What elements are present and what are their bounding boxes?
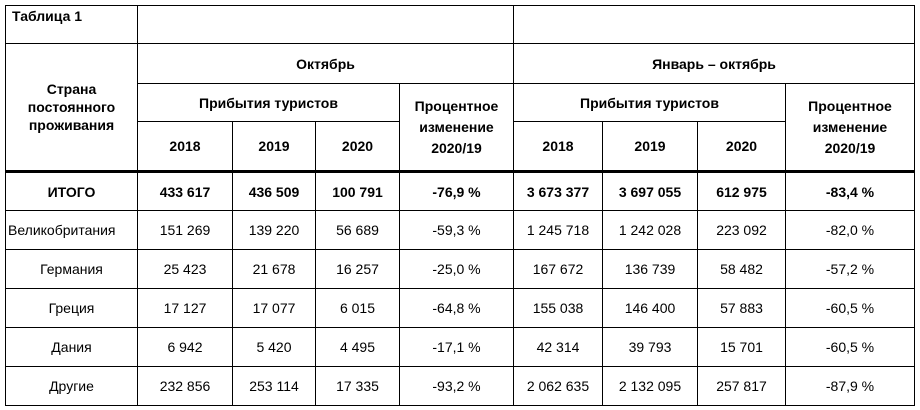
value-cell: 42 314 <box>513 327 603 367</box>
table-row: Греция 17 127 17 077 6 015 -64,8 % 155 0… <box>5 288 915 328</box>
jan-oct-header: Январь – октябрь <box>513 43 915 84</box>
value-cell: 17 077 <box>232 288 316 328</box>
value-cell: 2 062 635 <box>513 366 603 406</box>
year-header: 2020 <box>315 121 400 172</box>
pct-cell: -59,3 % <box>399 210 514 250</box>
value-cell: 21 678 <box>232 249 316 289</box>
value-cell: 136 739 <box>602 249 698 289</box>
value-cell: 3 697 055 <box>602 170 698 211</box>
value-cell: 1 245 718 <box>513 210 603 250</box>
value-cell: 57 883 <box>697 288 786 328</box>
country-header: Страна постоянного проживания <box>5 43 138 172</box>
value-cell: 612 975 <box>697 170 786 211</box>
value-cell: 6 942 <box>137 327 233 367</box>
country-cell: Германия <box>5 249 138 289</box>
value-cell: 223 092 <box>697 210 786 250</box>
value-cell: 5 420 <box>232 327 316 367</box>
pct-cell: -83,4 % <box>785 170 915 211</box>
pct-cell: -17,1 % <box>399 327 514 367</box>
value-cell: 16 257 <box>315 249 400 289</box>
value-cell: 257 817 <box>697 366 786 406</box>
value-cell: 146 400 <box>602 288 698 328</box>
value-cell: 155 038 <box>513 288 603 328</box>
pct-cell: -93,2 % <box>399 366 514 406</box>
value-cell: 3 673 377 <box>513 170 603 211</box>
tourist-arrivals-table: Таблица 1 Страна постоянного проживания … <box>5 5 915 406</box>
pct-cell: -60,5 % <box>785 288 915 328</box>
value-cell: 1 242 028 <box>602 210 698 250</box>
table-row: Великобритания 151 269 139 220 56 689 -5… <box>5 210 915 250</box>
pct-cell: -76,9 % <box>399 170 514 211</box>
pct-cell: -82,0 % <box>785 210 915 250</box>
country-cell: ИТОГО <box>5 170 138 211</box>
table-row: Другие 232 856 253 114 17 335 -93,2 % 2 … <box>5 366 915 406</box>
value-cell: 56 689 <box>315 210 400 250</box>
value-cell: 151 269 <box>137 210 233 250</box>
table-row: Дания 6 942 5 420 4 495 -17,1 % 42 314 3… <box>5 327 915 367</box>
country-cell: Греция <box>5 288 138 328</box>
value-cell: 100 791 <box>315 170 400 211</box>
value-cell: 17 127 <box>137 288 233 328</box>
year-header: 2019 <box>602 121 698 172</box>
value-cell: 436 509 <box>232 170 316 211</box>
country-cell: Великобритания <box>5 210 138 250</box>
country-cell: Другие <box>5 366 138 406</box>
year-header: 2018 <box>137 121 233 172</box>
year-header: 2019 <box>232 121 316 172</box>
value-cell: 139 220 <box>232 210 316 250</box>
value-cell: 253 114 <box>232 366 316 406</box>
value-cell: 6 015 <box>315 288 400 328</box>
year-header: 2018 <box>513 121 603 172</box>
value-cell: 167 672 <box>513 249 603 289</box>
value-cell: 17 335 <box>315 366 400 406</box>
october-arrivals-header: Прибытия туристов <box>137 83 400 122</box>
value-cell: 15 701 <box>697 327 786 367</box>
value-cell: 433 617 <box>137 170 233 211</box>
value-cell: 4 495 <box>315 327 400 367</box>
year-header: 2020 <box>697 121 786 172</box>
value-cell: 232 856 <box>137 366 233 406</box>
country-cell: Дания <box>5 327 138 367</box>
october-pct-header: Процентное изменение 2020/19 <box>399 83 514 172</box>
value-cell: 58 482 <box>697 249 786 289</box>
pct-cell: -57,2 % <box>785 249 915 289</box>
pct-cell: -87,9 % <box>785 366 915 406</box>
value-cell: 39 793 <box>602 327 698 367</box>
caption-blank-jan-oct <box>513 5 915 44</box>
table-row: Германия 25 423 21 678 16 257 -25,0 % 16… <box>5 249 915 289</box>
table-row-total: ИТОГО 433 617 436 509 100 791 -76,9 % 3 … <box>5 170 915 211</box>
table-caption: Таблица 1 <box>5 5 138 44</box>
october-header: Октябрь <box>137 43 514 84</box>
value-cell: 2 132 095 <box>602 366 698 406</box>
value-cell: 25 423 <box>137 249 233 289</box>
jan-oct-pct-header: Процентное изменение 2020/19 <box>785 83 915 172</box>
pct-cell: -64,8 % <box>399 288 514 328</box>
caption-blank-october <box>137 5 514 44</box>
jan-oct-arrivals-header: Прибытия туристов <box>513 83 786 122</box>
pct-cell: -25,0 % <box>399 249 514 289</box>
pct-cell: -60,5 % <box>785 327 915 367</box>
